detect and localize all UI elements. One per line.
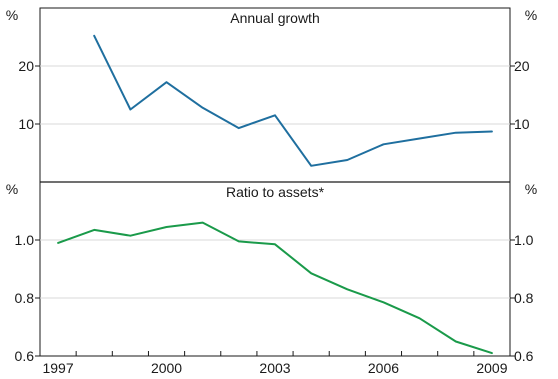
y-tick-label-right: 10	[514, 116, 530, 132]
y-tick-label-right: 0.6	[514, 348, 534, 364]
y-tick-label-left: 10	[18, 116, 34, 132]
y-tick-label-left: 0.6	[15, 348, 35, 364]
unit-label-left: %	[6, 7, 18, 23]
y-tick-label-left: 0.8	[15, 290, 35, 306]
x-tick-label: 1997	[42, 360, 73, 376]
unit-label-left: %	[6, 181, 18, 197]
x-tick-label: 2006	[368, 360, 399, 376]
ratio-to-assets-line	[57, 221, 493, 355]
annual-growth-line	[93, 34, 493, 167]
x-tick-label: 2003	[259, 360, 290, 376]
axis-labels: % % Annual growth 10 10 20 20% % Ratio to assets…	[6, 7, 537, 376]
x-tick-label: 2009	[476, 360, 507, 376]
y-tick-label-right: 0.8	[514, 290, 534, 306]
panel-title: Annual growth	[230, 10, 320, 26]
y-tick-label-right: 1.0	[514, 232, 534, 248]
unit-label-right: %	[525, 7, 537, 23]
unit-label-right: %	[525, 181, 537, 197]
y-tick-label-right: 20	[514, 58, 530, 74]
series-lines	[57, 34, 493, 355]
y-tick-label-left: 20	[18, 58, 34, 74]
panel-title: Ratio to assets*	[226, 184, 325, 200]
x-tick-label: 2000	[151, 360, 182, 376]
gridlines	[40, 65, 510, 299]
y-tick-label-left: 1.0	[15, 232, 35, 248]
chart-frame	[35, 7, 515, 357]
